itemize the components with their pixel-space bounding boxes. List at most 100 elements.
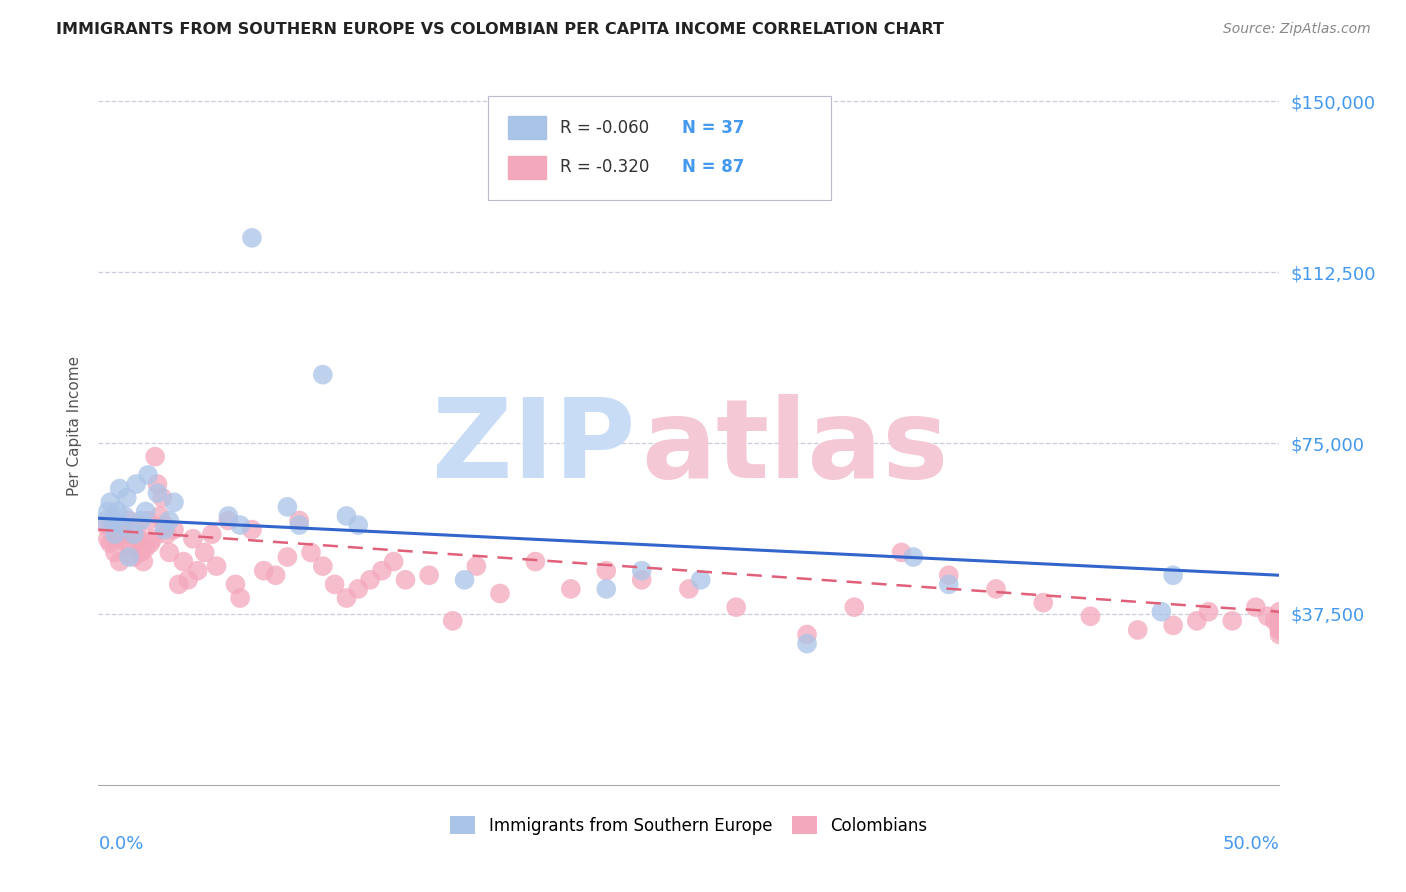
Point [595,582,617,596]
Point [1161,618,1184,632]
Point [276,549,298,564]
Point [97,504,120,518]
Point [1257,609,1279,624]
Point [382,555,405,569]
Point [229,518,252,533]
Text: R = -0.320: R = -0.320 [560,159,650,177]
Point [143,450,166,464]
Point [163,523,186,537]
Point [347,518,370,533]
Point [229,591,252,605]
Point [371,564,394,578]
Point [1268,605,1291,619]
Point [1220,614,1243,628]
Point [1244,600,1267,615]
Point [115,536,138,550]
Point [157,514,180,528]
Point [1126,623,1149,637]
Point [163,495,186,509]
Point [276,500,298,514]
Point [1268,614,1291,628]
Text: N = 87: N = 87 [682,159,744,177]
Point [394,573,416,587]
Point [224,577,246,591]
Point [844,600,866,615]
Point [1268,614,1291,628]
Point [630,573,652,587]
Point [560,582,582,596]
Point [288,514,311,528]
Point [984,582,1007,596]
Point [1161,568,1184,582]
Point [108,482,131,496]
Point [1185,614,1208,628]
Point [129,514,152,528]
Point [132,555,155,569]
Text: N = 37: N = 37 [682,119,744,137]
FancyBboxPatch shape [488,95,831,200]
Y-axis label: Per Capita Income: Per Capita Income [66,356,82,496]
Point [359,573,381,587]
Point [418,568,440,582]
Point [122,527,145,541]
Point [1268,618,1291,632]
Point [112,527,135,541]
Point [595,564,617,578]
Point [205,559,228,574]
Text: 0.0%: 0.0% [98,835,143,854]
Legend: Immigrants from Southern Europe, Colombians: Immigrants from Southern Europe, Colombi… [444,810,934,841]
Point [689,573,711,587]
Point [217,508,239,523]
Point [1268,623,1291,637]
Point [524,555,547,569]
Point [104,527,127,541]
Point [122,549,145,564]
Point [135,541,157,555]
Point [139,536,162,550]
Text: IMMIGRANTS FROM SOUTHERN EUROPE VS COLOMBIAN PER CAPITA INCOME CORRELATION CHART: IMMIGRANTS FROM SOUTHERN EUROPE VS COLOM… [56,22,943,37]
Text: Source: ZipAtlas.com: Source: ZipAtlas.com [1223,22,1371,37]
Point [1198,605,1220,619]
Point [453,573,475,587]
Point [288,518,311,533]
Point [172,555,194,569]
Point [630,564,652,578]
Point [181,532,204,546]
Point [201,527,224,541]
Point [135,504,157,518]
Text: atlas: atlas [641,394,949,501]
Point [156,527,179,541]
Point [153,523,176,537]
Point [94,518,117,533]
Point [1080,609,1102,624]
Point [101,514,124,528]
Point [796,627,818,641]
Point [335,508,357,523]
Point [105,532,128,546]
Point [1268,618,1291,632]
Point [121,541,143,555]
Point [678,582,700,596]
Text: ZIP: ZIP [433,394,636,501]
Point [1264,614,1286,628]
Point [253,564,276,578]
Point [1032,596,1054,610]
Point [194,545,217,559]
Point [149,508,172,523]
Point [903,549,925,564]
Point [1268,627,1291,641]
Point [136,514,159,528]
Text: R = -0.060: R = -0.060 [560,119,650,137]
Point [264,568,287,582]
Point [101,514,124,528]
Point [142,532,165,546]
Point [725,600,748,615]
Point [1268,623,1291,637]
Point [105,504,128,518]
Point [115,491,138,505]
Point [94,514,117,528]
Point [187,564,209,578]
Point [323,577,346,591]
Point [335,591,357,605]
Bar [508,117,546,139]
